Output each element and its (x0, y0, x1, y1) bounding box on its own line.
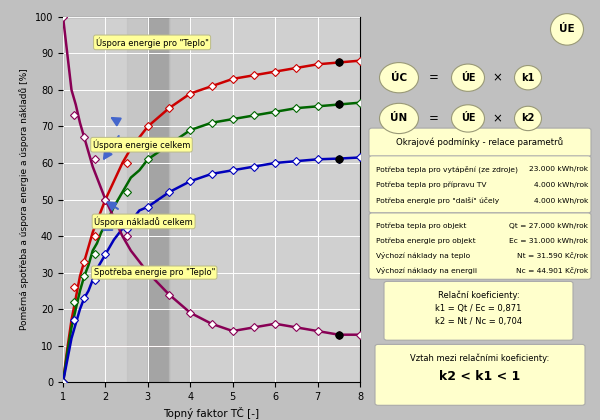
Text: Úspora nákladů celkem: Úspora nákladů celkem (94, 216, 193, 227)
Text: Výchozí náklady na teplo: Výchozí náklady na teplo (376, 252, 470, 259)
Text: Okrajové podmínky - relace parametrů: Okrajové podmínky - relace parametrů (397, 137, 563, 147)
Text: Potřeba tepla pro vytápění (ze zdroje): Potřeba tepla pro vytápění (ze zdroje) (376, 165, 518, 173)
Text: Úspora energie celkem: Úspora energie celkem (93, 139, 190, 150)
Text: Potřeba tepla pro objekt: Potřeba tepla pro objekt (376, 222, 467, 229)
Bar (169, 17, 190, 382)
Text: Spotřeba energie pro "Teplo": Spotřeba energie pro "Teplo" (94, 268, 215, 277)
Text: 4.000 kWh/rok: 4.000 kWh/rok (533, 198, 588, 204)
Text: Vztah mezi relačními koeficienty:: Vztah mezi relačními koeficienty: (410, 353, 550, 362)
Text: Nc = 44.901 Kč/rok: Nc = 44.901 Kč/rok (516, 268, 588, 274)
Text: k2: k2 (521, 113, 535, 123)
Text: ÚE: ÚE (461, 113, 475, 123)
Text: ÚE: ÚE (461, 73, 475, 83)
Text: 23.000 kWh/rok: 23.000 kWh/rok (529, 166, 588, 172)
Text: Potřeba energie pro "další" účely: Potřeba energie pro "další" účely (376, 197, 499, 204)
Bar (63, 17, 360, 382)
Text: k1 = Qt / Ec = 0,871: k1 = Qt / Ec = 0,871 (436, 304, 521, 313)
Text: Úspora energie pro "Teplo": Úspora energie pro "Teplo" (95, 37, 209, 47)
Text: Výchozí náklady na energii: Výchozí náklady na energii (376, 268, 477, 274)
Text: ×: × (492, 71, 502, 84)
Text: Ec = 31.000 kWh/rok: Ec = 31.000 kWh/rok (509, 238, 588, 244)
Text: k2 < k1 < 1: k2 < k1 < 1 (439, 370, 521, 383)
Text: ÚC: ÚC (391, 73, 407, 83)
X-axis label: Topný faktor TČ [-]: Topný faktor TČ [-] (163, 407, 260, 420)
Bar (148, 17, 169, 382)
Text: ÚE: ÚE (559, 24, 575, 34)
Bar (127, 17, 148, 382)
Text: k2 = Nt / Nc = 0,704: k2 = Nt / Nc = 0,704 (435, 317, 522, 326)
Text: Potřeba tepla pro přípravu TV: Potřeba tepla pro přípravu TV (376, 181, 487, 188)
Text: =: = (429, 112, 439, 125)
Text: Nt = 31.590 Kč/rok: Nt = 31.590 Kč/rok (517, 252, 588, 259)
Text: k1: k1 (521, 73, 535, 83)
Text: =: = (429, 71, 439, 84)
Text: Potřeba energie pro objekt: Potřeba energie pro objekt (376, 237, 476, 244)
Text: Relační koeficienty:: Relační koeficienty: (437, 291, 520, 300)
Text: ×: × (492, 112, 502, 125)
Text: 4.000 kWh/rok: 4.000 kWh/rok (533, 182, 588, 188)
Text: Qt = 27.000 kWh/rok: Qt = 27.000 kWh/rok (509, 223, 588, 228)
Text: ÚN: ÚN (391, 113, 407, 123)
Y-axis label: Poměrná spotřeba a úspora energie a úspora nákladů [%]: Poměrná spotřeba a úspora energie a úspo… (19, 68, 29, 331)
